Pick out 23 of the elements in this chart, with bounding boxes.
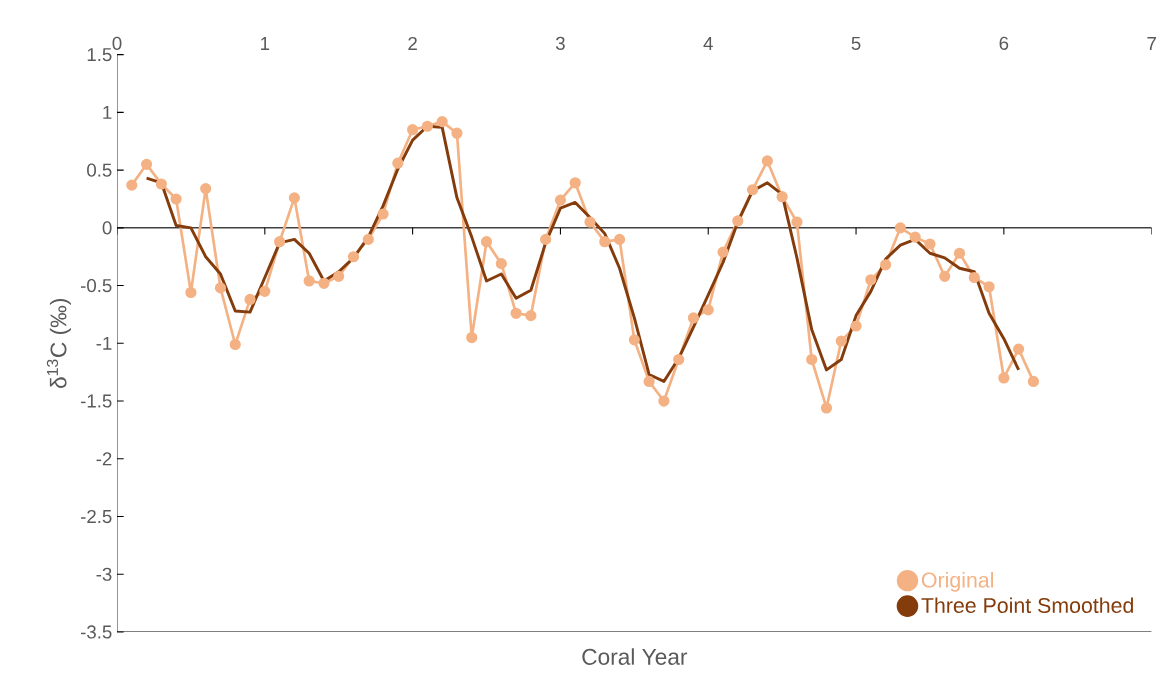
y-axis-title: δ$^{13}$C (‰) (46, 299, 71, 389)
y-tick-label: -3 (96, 567, 112, 581)
x-tick-label: 5 (851, 36, 861, 50)
x-tick-label: 2 (408, 36, 417, 50)
y-tick-label: -2.5 (80, 509, 112, 524)
y-tick-label: -2 (96, 452, 112, 466)
y-tick-label: -1.5 (80, 394, 112, 408)
legend-label: Original (921, 571, 993, 592)
x-tick-label: 6 (999, 36, 1009, 50)
y-tick-label: 1.5 (87, 48, 112, 62)
y-tick-label: 0.5 (87, 163, 112, 177)
y-tick-label: 0 (102, 221, 112, 235)
legend-label: Three Point Smoothed (921, 597, 1133, 614)
x-tick-label: 0 (112, 36, 122, 50)
x-tick-label: 3 (555, 36, 565, 50)
x-tick-label: 4 (703, 37, 713, 50)
y-tick-label: 1 (103, 105, 112, 119)
y-tick-label: -3.5 (80, 625, 112, 639)
x-axis-title: Coral Year (582, 648, 688, 665)
x-tick-label: 7 (1147, 37, 1156, 50)
y-tick-label: -1 (96, 336, 112, 350)
x-tick-label: 1 (261, 37, 270, 50)
y-tick-label: -0.5 (80, 278, 112, 293)
